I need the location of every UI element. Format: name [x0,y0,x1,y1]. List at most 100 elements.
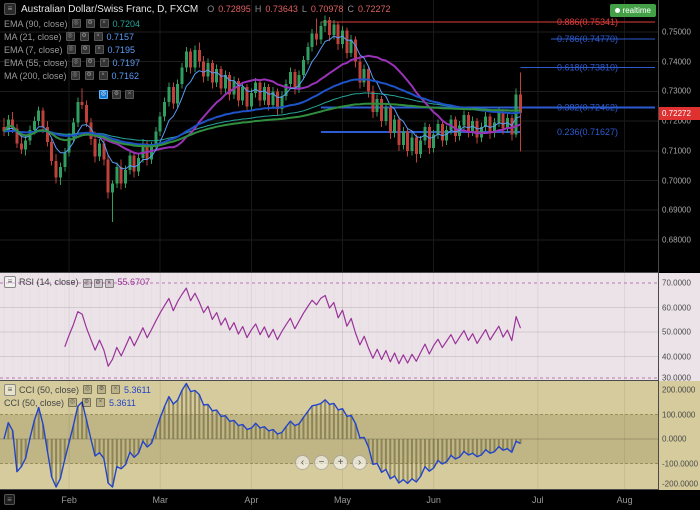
overlay-value: 0.7157 [106,31,135,42]
time-axis[interactable]: ≡ Feb Mar Apr May Jun Jul Aug [0,490,700,510]
main-price-axis[interactable]: 0.72272 0.75000 0.74000 0.73000 0.72000 0.71… [659,0,700,273]
rsi-axis[interactable]: 70.0000 60.0000 50.0000 40.0000 30.0000 [659,273,700,383]
zoom-out-button[interactable]: − [314,455,329,470]
realtime-dot-icon [614,8,620,13]
visibility-toggle-button[interactable]: ◎ [65,32,75,41]
overlay-value: 0.7204 [112,18,141,29]
overlay-legend-row: MA (21, close) ◎ ⚙ × 0.7157 [4,30,140,43]
overlay-legend: EMA (90, close) ◎ ⚙ × 0.7204 MA (21, close) ◎ ⚙… [4,17,140,82]
time-axis-label: May [334,495,352,505]
cci-hatch-fill [7,383,522,487]
overlay-label: EMA (55, close) [4,57,68,68]
fib-settings-button[interactable]: ⚙ [112,90,121,99]
settings-button[interactable]: ⚙ [93,278,103,288]
visibility-toggle-button[interactable]: ◎ [71,19,81,28]
overlay-legend-row: EMA (55, close) ◎ ⚙ × 0.7197 [4,56,140,69]
close-label: C [347,4,354,14]
symbol-title: Australian Dollar/Swiss Franc, D, FXCM [21,3,199,15]
rsi-axis-label: 60.0000 [662,303,691,312]
settings-button[interactable]: ⚙ [80,45,90,54]
time-settings-icon[interactable]: ≡ [4,494,15,505]
chart-nav-controls: ‹ − + › [295,455,367,470]
rsi-buttons: ◎ ⚙ × [82,276,115,288]
visibility-toggle-button[interactable]: ◎ [68,398,78,407]
remove-button[interactable]: × [98,71,108,80]
settings-button[interactable]: ⚙ [85,58,95,67]
remove-button[interactable]: × [96,398,106,407]
cci-value: 5.3611 [109,397,136,408]
fib-level-label: 0.236(0.71627) [557,127,618,137]
settings-button[interactable]: ⚙ [97,385,107,394]
time-axis-label: Feb [61,495,77,505]
realtime-badge: realtime [609,4,656,17]
overlay-value: 0.7195 [107,44,136,55]
overlay-legend-row: MA (200, close) ◎ ⚙ × 0.7162 [4,69,140,82]
low-value: 0.70978 [310,4,344,14]
rsi-label: RSI (14, close) [19,276,79,287]
overlay-label: MA (200, close) [4,70,67,81]
cci-axis-label: 0.0000 [662,434,687,444]
fib-level-labels: 0.886(0.75341) 0.786(0.74770) 0.618(0.7381… [557,17,618,137]
visibility-toggle-button[interactable]: ◎ [71,58,81,67]
settings-button[interactable]: ⚙ [79,32,89,41]
visibility-toggle-button[interactable]: ◎ [82,278,92,288]
remove-button[interactable]: × [111,385,121,394]
settings-button[interactable]: ⚙ [84,71,94,80]
pan-right-button[interactable]: › [352,455,367,470]
chart-menu-icon[interactable]: ≡ [4,3,16,15]
time-axis-label: Mar [152,495,168,505]
visibility-toggle-button[interactable]: ◎ [83,385,93,394]
price-axis-column[interactable]: 0.72272 0.75000 0.74000 0.73000 0.72000 0.71… [658,0,700,490]
cci-axis-label: 100.0000 [662,410,696,419]
settings-button[interactable]: ⚙ [82,398,92,407]
main-chart-pane: 0.886(0.75341) 0.786(0.74770) 0.618(0.7381… [0,0,658,273]
fib-level-label: 0.618(0.73810) [557,62,618,72]
cci-legend-row: ≡ CCI (50, close) ◎ ⚙ × 5.3611 [4,383,151,396]
price-axis-label: 0.74000 [662,57,691,67]
time-axis-label: Jun [426,495,441,505]
last-price-badge: 0.72272 [659,107,700,121]
cci-menu-icon[interactable]: ≡ [4,383,16,396]
settings-button[interactable]: ⚙ [85,19,95,28]
visibility-toggle-button[interactable]: ◎ [66,45,76,54]
fib-visibility-button[interactable]: ◎ [99,90,108,99]
high-label: H [254,4,262,14]
cci-label: CCI (50, close) [19,384,80,395]
rsi-axis-label: 70.0000 [662,278,691,288]
remove-button[interactable]: × [99,19,109,28]
realtime-label: realtime [622,6,651,15]
price-axis-label: 0.68000 [662,235,691,245]
price-axis-label: 0.70000 [662,176,691,185]
price-axis-label: 0.73000 [662,86,691,96]
rsi-value: 55.6707 [117,276,151,287]
remove-button[interactable]: × [94,45,104,54]
chart-header: ≡ Australian Dollar/Swiss Franc, D, FXCM… [4,3,390,15]
overlay-label: MA (21, close) [4,31,62,42]
price-chart-canvas[interactable]: 0.886(0.75341) 0.786(0.74770) 0.618(0.7381… [0,0,658,272]
fib-remove-button[interactable]: × [125,90,134,99]
rsi-menu-icon[interactable]: ≡ [4,275,16,288]
cci-axis-label: -200.0000 [662,479,699,489]
open-label: O [207,4,215,14]
zoom-in-button[interactable]: + [333,455,348,470]
low-label: L [301,4,307,14]
remove-button[interactable]: × [104,278,114,288]
remove-button[interactable]: × [93,32,103,41]
cci-value: 5.3611 [124,384,151,395]
cci-label: CCI (50, close) [4,397,65,408]
visibility-toggle-button[interactable]: ◎ [70,71,80,80]
cci-legend-row: CCI (50, close) ◎ ⚙ × 5.3611 [4,396,151,409]
fib-tool-controls: ◎ ⚙ × [98,90,135,99]
price-axis-label: 0.69000 [662,205,691,215]
rsi-chart-canvas[interactable] [0,273,658,381]
rsi-axis-label: 40.0000 [662,352,691,361]
price-axis-label: 0.72000 [662,116,691,126]
overlay-value: 0.7197 [112,57,141,68]
overlay-label: EMA (90, close) [4,18,68,29]
cci-axis[interactable]: 200.0000 100.0000 0.0000 -100.0000 -200.0000 [659,381,700,490]
remove-button[interactable]: × [99,58,109,67]
pan-left-button[interactable]: ‹ [295,455,310,470]
cci-axis-label: 200.0000 [662,385,696,395]
cci-chart-canvas[interactable] [0,381,658,490]
